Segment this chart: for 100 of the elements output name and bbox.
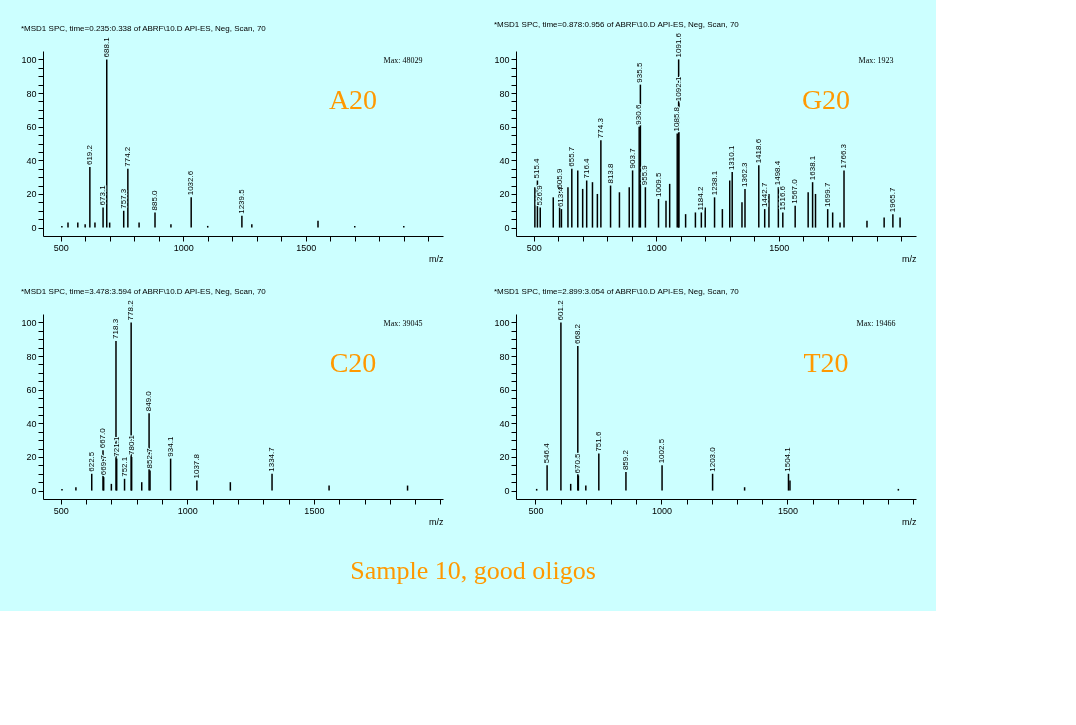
annotation: 1442.7 <box>759 182 769 208</box>
annotation: 752.1 <box>119 456 129 477</box>
annotation: 526.9 <box>535 184 545 206</box>
annotation: 1009.5 <box>653 171 663 197</box>
y-tick-label: 80 <box>26 351 37 362</box>
annotation: 1002.5 <box>657 438 667 464</box>
annotation: 1418.6 <box>753 138 763 164</box>
annotation: 1504.1 <box>783 446 793 472</box>
annotation: 622.5 <box>86 451 96 472</box>
annotation: 1362.3 <box>740 161 749 187</box>
x-tick-label: 1000 <box>173 242 194 253</box>
y-tick-label: 80 <box>26 88 37 99</box>
annotation: 668.2 <box>572 323 582 344</box>
annotation: 669.7 <box>98 454 108 476</box>
annotation: 619.2 <box>84 144 94 166</box>
y-tick-label: 20 <box>26 189 37 200</box>
annotation: 849.0 <box>144 390 154 412</box>
x-axis-title: m/z <box>429 253 444 264</box>
x-tick-label: 1000 <box>651 505 672 516</box>
annotation: 688.1 <box>101 36 111 58</box>
y-tick-label: 20 <box>499 452 510 463</box>
y-tick-label: 0 <box>31 223 37 234</box>
y-tick-label: 100 <box>494 54 510 65</box>
annotation: 935.5 <box>635 62 645 83</box>
annotation: 930.6 <box>634 104 644 125</box>
x-tick-label: 1500 <box>304 505 325 516</box>
annotation: 667.0 <box>98 427 107 449</box>
chart-title: *MSD1 SPC, time=0.878:0.956 of ABRF\10.D API-ES, Neg, Scan, 70 <box>493 19 740 29</box>
annotation: 1092.1 <box>673 76 683 102</box>
annotation: 774.2 <box>122 146 132 167</box>
annotation: 1766.3 <box>839 143 849 169</box>
chart-title: *MSD1 SPC, time=2.899:3.054 of ABRF\10.D API-ES, Neg, Scan, 70 <box>493 287 740 297</box>
annotation: 813.8 <box>605 162 615 184</box>
annotation: 1516.6 <box>777 185 787 211</box>
chart-title: *MSD1 SPC, time=3.478:3.594 of ABRF\10.D API-ES, Neg, Scan, 70 <box>20 287 267 297</box>
annotation: 1238.1 <box>709 170 719 196</box>
annotation: 885.0 <box>150 189 160 211</box>
y-tick-label: 0 <box>504 223 510 234</box>
annotation: 903.7 <box>627 147 637 169</box>
y-tick-label: 100 <box>494 317 510 328</box>
annotation: 1032.6 <box>186 170 196 196</box>
annotation: 1965.7 <box>887 187 897 213</box>
annotation: 1699.7 <box>822 182 832 208</box>
annotation: 934.1 <box>165 436 175 457</box>
annotation: 1567.0 <box>790 178 800 204</box>
y-tick-label: 20 <box>499 189 510 200</box>
annotation: 1498.4 <box>773 160 783 186</box>
y-tick-label: 100 <box>21 317 37 328</box>
annotation: 1334.7 <box>267 446 277 472</box>
annotation: 780.1 <box>126 434 136 455</box>
y-tick-label: 40 <box>26 155 37 166</box>
x-tick-label: 500 <box>53 505 69 516</box>
x-tick-label: 1500 <box>296 242 317 253</box>
annotation: Max: 39045 <box>383 319 423 328</box>
y-tick-label: 0 <box>31 486 37 497</box>
y-tick-label: 80 <box>499 88 510 99</box>
annotation: 515.4 <box>532 157 542 179</box>
annotation: 718.3 <box>110 318 120 339</box>
y-tick-label: 100 <box>21 54 37 65</box>
annotation: 546.4 <box>542 442 552 464</box>
annotation: G20 <box>801 84 851 115</box>
annotation: 774.3 <box>595 117 605 139</box>
x-tick-label: 1500 <box>769 242 790 253</box>
annotation: 1085.8 <box>672 106 682 132</box>
annotation: T20 <box>803 347 849 378</box>
annotation: 852.7 <box>145 447 155 469</box>
annotation: 757.3 <box>118 188 128 209</box>
y-tick-label: 80 <box>499 351 510 362</box>
x-tick-label: 500 <box>526 242 542 253</box>
annotation: 601.2 <box>555 299 565 321</box>
annotation: 1091.6 <box>673 32 683 58</box>
annotation: Max: 48029 <box>383 56 423 65</box>
annotation: Max: 1923 <box>858 56 894 65</box>
annotation: 1203.0 <box>707 446 717 472</box>
annotation: 1184.2 <box>696 186 706 211</box>
annotation: 716.4 <box>581 157 591 179</box>
x-axis-title: m/z <box>902 253 917 264</box>
y-tick-label: 60 <box>499 385 510 396</box>
annotation: 859.2 <box>620 449 630 471</box>
y-tick-label: 40 <box>499 155 510 166</box>
annotation: 655.7 <box>566 146 576 167</box>
x-tick-label: 1500 <box>777 505 798 516</box>
y-tick-label: 40 <box>499 418 510 429</box>
x-axis-title: m/z <box>429 516 444 527</box>
annotation: 1037.8 <box>191 453 201 479</box>
annotation: A20 <box>328 84 378 115</box>
annotation: Max: 19466 <box>856 319 896 328</box>
y-tick-label: 60 <box>26 385 37 396</box>
y-tick-label: 40 <box>26 418 37 429</box>
x-tick-label: 1000 <box>177 505 198 516</box>
text: Sample 10, good oligos <box>350 556 596 585</box>
annotation: 955.9 <box>640 164 650 186</box>
x-axis-title: m/z <box>902 516 917 527</box>
x-tick-label: 500 <box>528 505 544 516</box>
x-tick-label: 500 <box>53 242 69 253</box>
annotation: 751.6 <box>593 431 603 452</box>
y-tick-label: 0 <box>504 486 510 497</box>
annotation: 1638.1 <box>807 155 817 181</box>
chart-title: *MSD1 SPC, time=0.235:0.338 of ABRF\10.D API-ES, Neg, Scan, 70 <box>20 24 267 34</box>
annotation: C20 <box>329 347 377 378</box>
